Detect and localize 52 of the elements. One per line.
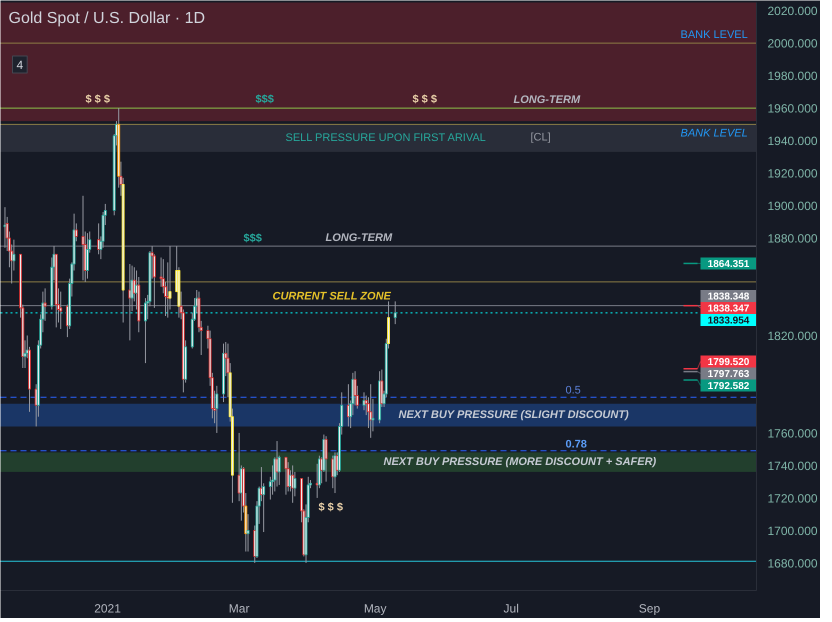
annotation: CURRENT SELL ZONE: [272, 290, 392, 302]
x-tick-label: Sep: [638, 602, 660, 616]
y-tick-label: 1820.000: [768, 328, 818, 343]
ref-line-label: LONG-TERM: [514, 94, 581, 106]
candlestick: [82, 195, 84, 281]
y-tick-label: 1980.000: [768, 69, 818, 84]
ref-line-label: 1838.348: [708, 292, 750, 303]
annotation: $ $ $: [86, 94, 110, 106]
ref-line-label: 1792.582: [708, 380, 750, 392]
x-tick-label: Jul: [504, 602, 519, 616]
y-tick-label: 1940.000: [768, 134, 818, 148]
x-tick-label: May: [364, 602, 386, 616]
x-tick-label: Mar: [228, 602, 250, 616]
ref-line-label: 1838.347: [708, 304, 750, 315]
band-label: SELL PRESSURE UPON FIRST ARIVAL: [286, 132, 486, 144]
y-tick-label: 2000.000: [768, 36, 818, 51]
y-tick-label: 1760.000: [768, 426, 818, 440]
band-label: NEXT BUY PRESSURE (SLIGHT DISCOUNT): [398, 409, 630, 422]
annotation: 0.78: [566, 438, 587, 450]
ref-line-label: 1797.763: [708, 368, 750, 380]
y-tick-label: 1960.000: [768, 102, 818, 116]
y-tick-label: 1900.000: [768, 199, 818, 214]
y-tick-label: 1920.000: [768, 166, 818, 181]
y-tick-label: 1720.000: [768, 491, 818, 506]
annotation: 0.5: [566, 384, 581, 396]
x-tick-label: 2021: [94, 602, 122, 616]
ref-line-label: BANK LEVEL: [680, 127, 748, 140]
candlestick: [324, 436, 328, 482]
ref-line-label: LONG-TERM: [326, 232, 393, 244]
annotation: $ $ $: [412, 94, 437, 106]
ref-line-label: 1864.351: [708, 258, 750, 270]
ref-line-label: BANK LEVEL: [680, 29, 748, 42]
y-tick-label: 1740.000: [768, 458, 818, 473]
candlestick: [86, 232, 89, 280]
candlestick: [369, 384, 372, 438]
annotation: $ $ $: [318, 502, 343, 514]
y-tick-label: 1880.000: [768, 232, 818, 246]
annotation: $$$: [256, 94, 274, 106]
y-tick-label: 1680.000: [768, 556, 818, 570]
candlestick: [284, 456, 288, 496]
annotation: $$$: [244, 232, 262, 244]
y-tick-label: 2020.000: [768, 4, 818, 18]
candlestick: [144, 298, 147, 364]
ref-line-label: 1833.954: [708, 316, 750, 327]
chart-title: Gold Spot / U.S. Dollar · 1D: [8, 10, 206, 27]
ref-line-label: 1799.520: [708, 356, 750, 368]
candlestick: [334, 452, 336, 494]
band-label: NEXT BUY PRESSURE (MORE DISCOUNT + SAFER): [384, 456, 657, 468]
y-tick-label: 1700.000: [768, 524, 818, 538]
annotation: 4: [16, 58, 24, 72]
candlestick: [291, 464, 294, 504]
annotation: [CL]: [530, 132, 551, 144]
